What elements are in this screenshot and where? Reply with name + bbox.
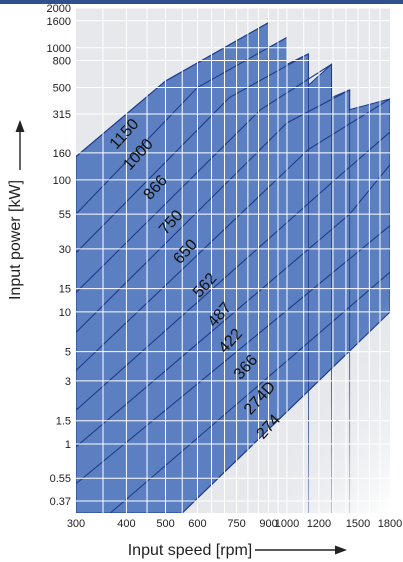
series-line-750 xyxy=(76,63,332,293)
y-tick-label: 800 xyxy=(53,56,71,68)
y-tick-label: 1 xyxy=(65,439,71,451)
y-tick-label: 1600 xyxy=(47,16,71,28)
y-tick-label: 30 xyxy=(59,244,71,256)
x-axis-arrowhead xyxy=(335,545,347,555)
y-tick-label: 2000 xyxy=(47,3,71,15)
x-tick-label: 500 xyxy=(156,518,174,530)
y-axis-arrowhead xyxy=(15,120,25,132)
x-tick-label: 900 xyxy=(259,518,277,530)
y-tick-label: 500 xyxy=(53,83,71,95)
y-tick-label: 0.37 xyxy=(50,496,71,508)
y-tick-label: 15 xyxy=(59,284,71,296)
y-tick-label: 100 xyxy=(53,175,71,187)
y-tick-label: 10 xyxy=(59,307,71,319)
series-line-562 xyxy=(76,98,390,371)
y-tick-label: 1000 xyxy=(47,43,71,55)
y-axis-title-group: Input power [kW] xyxy=(7,120,25,300)
x-tick-label: 300 xyxy=(67,518,85,530)
y-tick-label: 55 xyxy=(59,209,71,221)
y-tick-label: 160 xyxy=(53,148,71,160)
grid xyxy=(76,7,390,513)
x-axis-title-group: Input speed [rpm] xyxy=(128,542,347,559)
x-tick-label: 600 xyxy=(188,518,206,530)
y-tick-label: 1.5 xyxy=(56,416,71,428)
x-tick-label: 400 xyxy=(117,518,135,530)
x-tick-label: 1200 xyxy=(307,518,331,530)
x-tick-label: 1500 xyxy=(346,518,370,530)
x-axis-title: Input speed [rpm] xyxy=(128,542,253,559)
header-bar xyxy=(0,0,403,4)
x-tick-label: 1800 xyxy=(378,518,402,530)
series-line-487 xyxy=(76,131,390,411)
y-tick-label: 315 xyxy=(53,109,71,121)
y-axis-title: Input power [kW] xyxy=(7,180,24,300)
y-tick-label: 0.55 xyxy=(50,473,71,485)
x-tick-label: 1000 xyxy=(275,518,299,530)
series-line-866 xyxy=(76,53,309,254)
y-tick-label: 3 xyxy=(65,376,71,388)
x-tick-label: 750 xyxy=(227,518,245,530)
y-tick-label: 5 xyxy=(65,347,71,359)
